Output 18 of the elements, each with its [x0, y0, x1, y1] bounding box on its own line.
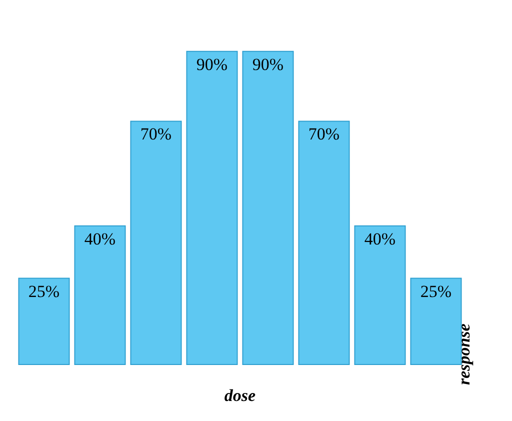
- data-label: 70%: [308, 124, 340, 144]
- y-axis-title: response: [454, 323, 474, 385]
- bar: [354, 225, 406, 365]
- bar: [298, 120, 350, 365]
- data-label: 40%: [364, 229, 396, 248]
- data-label: 70%: [140, 124, 172, 144]
- bar: [130, 120, 182, 365]
- data-label: 25%: [420, 282, 452, 301]
- bar: [186, 50, 238, 365]
- bar: [242, 50, 294, 365]
- x-axis-title: dose: [224, 386, 256, 405]
- data-label: 40%: [84, 229, 116, 248]
- bar: [74, 225, 126, 365]
- data-label: 90%: [196, 54, 228, 74]
- data-label: 25%: [28, 282, 60, 301]
- bar: [18, 278, 70, 365]
- data-label: 90%: [252, 54, 284, 74]
- bar: [410, 278, 462, 365]
